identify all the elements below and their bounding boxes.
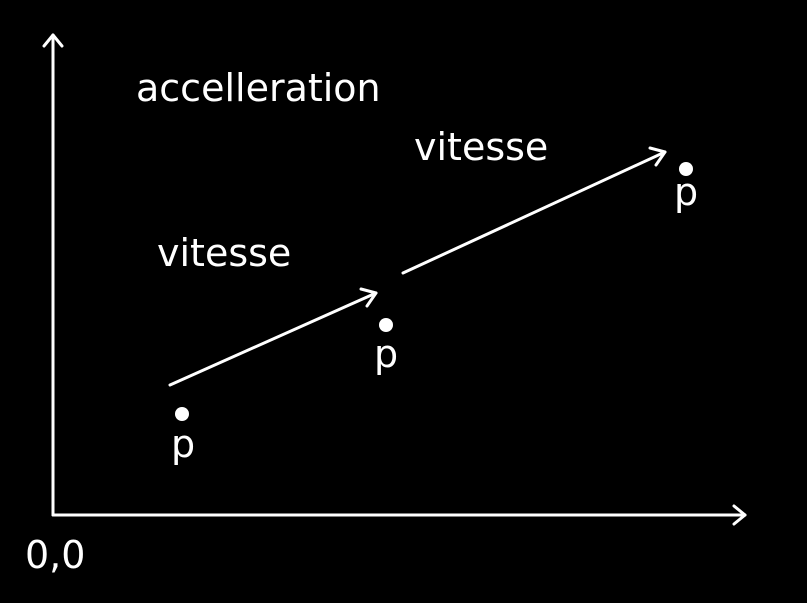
velocity-arrow-2-shaft — [401, 150, 667, 275]
velocity-arrow-1 — [168, 287, 378, 387]
acceleration-label: accelleration — [136, 66, 381, 110]
position-label-2: p — [374, 332, 398, 376]
x-axis — [51, 504, 747, 526]
velocity-arrow-2 — [401, 146, 667, 275]
position-point-2 — [379, 318, 393, 332]
velocity-label-1: vitesse — [157, 231, 291, 275]
position-point-1 — [175, 407, 189, 421]
velocity-arrow-1-head — [359, 287, 378, 308]
position-label-1: p — [171, 422, 195, 466]
velocity-label-2: vitesse — [414, 125, 548, 169]
position-point-3 — [679, 162, 693, 176]
y-axis — [42, 33, 64, 517]
velocity-arrow-2-head — [648, 146, 667, 167]
origin-label: 0,0 — [25, 533, 85, 577]
x-axis-arrowhead — [732, 504, 747, 526]
velocity-arrow-1-shaft — [168, 291, 378, 387]
y-axis-arrowhead — [42, 33, 64, 48]
position-label-3: p — [674, 170, 698, 214]
